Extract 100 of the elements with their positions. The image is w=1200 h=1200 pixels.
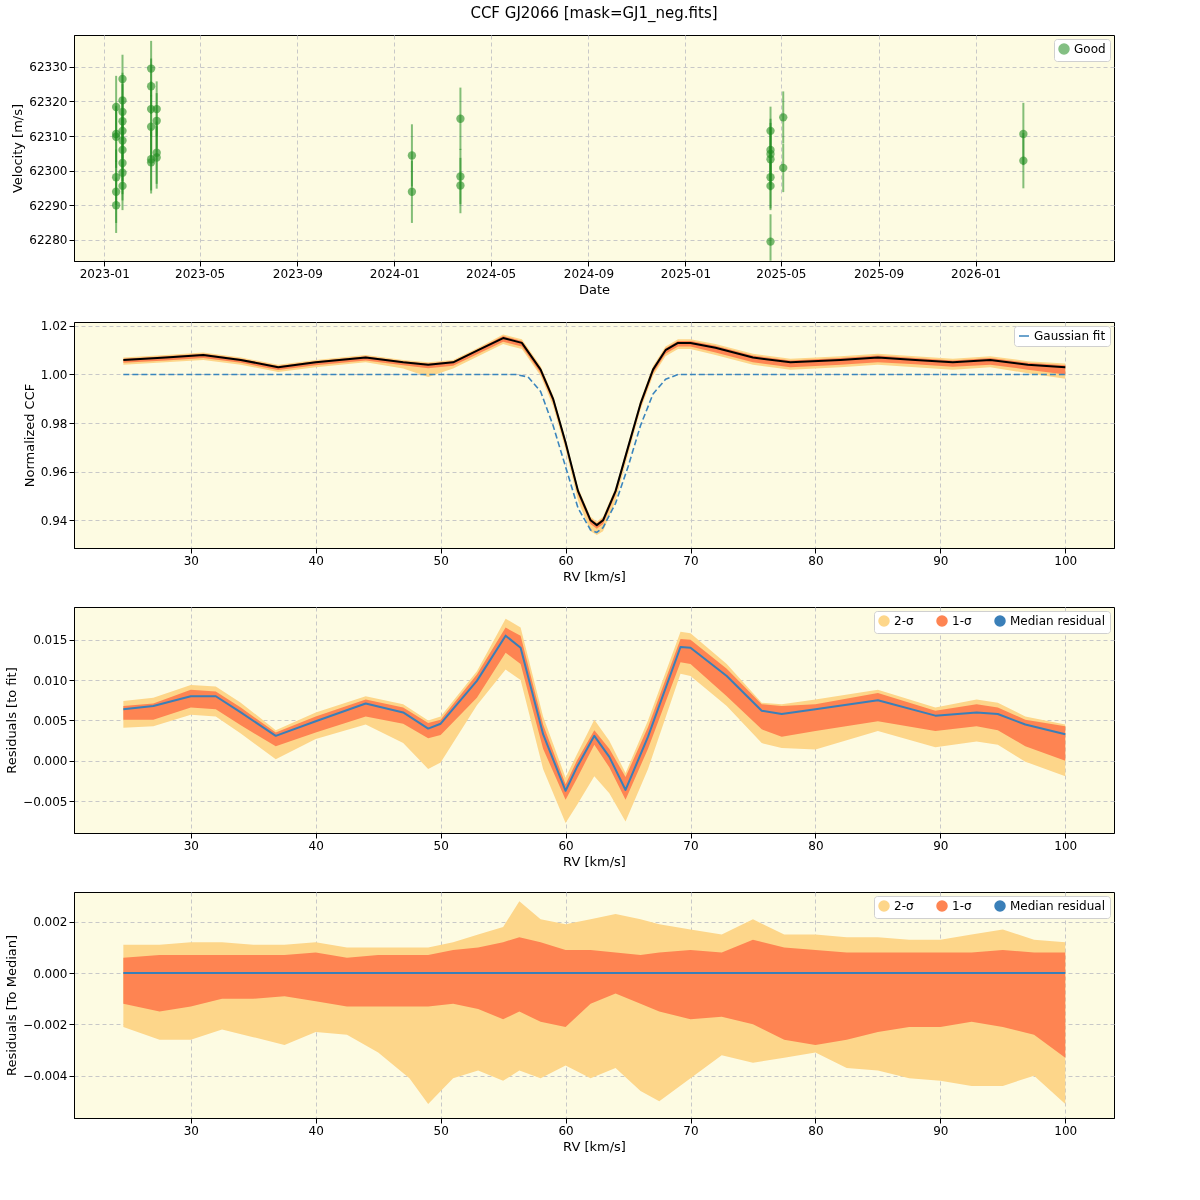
x-tick-label: 60 xyxy=(558,838,574,853)
x-tick-label: 90 xyxy=(933,838,949,853)
x-axis-title: RV [km/s] xyxy=(563,568,626,584)
point xyxy=(111,173,121,182)
point xyxy=(146,82,156,91)
y-tick-label: 0.005 xyxy=(33,713,68,728)
point xyxy=(118,96,127,105)
point xyxy=(766,155,775,164)
x-tick-label: 70 xyxy=(683,1123,699,1138)
y-tick-label: 62320 xyxy=(29,94,68,109)
point xyxy=(118,158,127,168)
y-tick-label: 1.02 xyxy=(40,319,68,334)
point xyxy=(118,136,127,145)
x-tick-label: 60 xyxy=(558,553,574,568)
y-tick-label: 0.94 xyxy=(40,513,68,528)
point xyxy=(766,237,775,246)
point xyxy=(766,126,775,136)
x-tick-label: 2023-01 xyxy=(79,266,130,281)
x-tick-label: 2023-09 xyxy=(272,266,323,281)
x-axis-title: RV [km/s] xyxy=(563,1138,626,1154)
y-tick-label: 0.98 xyxy=(40,416,68,431)
x-tick-label: 100 xyxy=(1054,838,1078,853)
x-tick-label: 70 xyxy=(683,838,699,853)
x-tick-label: 60 xyxy=(558,1123,574,1138)
point xyxy=(152,116,161,126)
point xyxy=(766,181,775,191)
x-tick-label: 80 xyxy=(808,838,824,853)
x-tick-label: 2026-01 xyxy=(951,266,1002,281)
legend-label: Median residual xyxy=(1010,899,1106,913)
point xyxy=(779,163,788,173)
x-axis-title: Date xyxy=(578,281,611,297)
point xyxy=(118,117,127,126)
x-tick-label: 30 xyxy=(183,1123,199,1138)
x-tick-label: 40 xyxy=(308,553,324,568)
x-tick-label: 80 xyxy=(808,553,824,568)
point xyxy=(118,74,127,84)
x-tick-label: 100 xyxy=(1054,553,1078,568)
point xyxy=(1019,156,1028,165)
x-tick-label: 50 xyxy=(433,838,449,853)
legend-label: Good xyxy=(1074,42,1106,56)
point xyxy=(766,173,775,182)
chart-title: CCF GJ2066 [mask=GJ1_neg.fits] xyxy=(470,4,718,23)
x-tick-label: 70 xyxy=(683,553,699,568)
y-tick-label: 0.000 xyxy=(33,966,68,981)
point xyxy=(118,145,127,155)
x-tick-label: 2024-09 xyxy=(563,266,614,281)
x-tick-label: 2025-05 xyxy=(756,266,807,281)
y-tick-label: 1.00 xyxy=(40,367,68,382)
point xyxy=(118,168,127,177)
y-tick-label: 0.96 xyxy=(40,465,68,480)
y-tick-label: 0.000 xyxy=(33,754,68,769)
legend-label: Median residual xyxy=(1010,614,1106,628)
point xyxy=(118,107,127,117)
x-tick-label: 2024-05 xyxy=(466,266,517,281)
legend-label: 1-σ xyxy=(952,899,972,913)
y-tick-label: 62330 xyxy=(29,60,68,75)
x-tick-label: 90 xyxy=(933,1123,949,1138)
x-tick-label: 40 xyxy=(308,838,324,853)
y-tick-label: −0.005 xyxy=(23,794,68,809)
y-tick-label: 62310 xyxy=(29,129,68,144)
y-axis-title: Residuals [to fit] xyxy=(4,667,20,774)
x-tick-label: 2025-09 xyxy=(854,266,905,281)
point xyxy=(118,181,127,191)
y-axis-title: Velocity [m/s] xyxy=(10,103,26,194)
point xyxy=(407,151,417,160)
point xyxy=(456,114,465,123)
legend-label: Gaussian fit xyxy=(1034,329,1106,343)
x-tick-label: 30 xyxy=(183,553,199,568)
x-tick-label: 30 xyxy=(183,838,199,853)
y-tick-label: 0.002 xyxy=(33,915,68,930)
y-tick-label: −0.002 xyxy=(23,1017,68,1032)
x-tick-label: 2025-01 xyxy=(660,266,712,281)
line-series xyxy=(122,373,1067,534)
legend-label: 1-σ xyxy=(952,614,972,628)
x-tick-label: 2023-05 xyxy=(175,266,226,281)
point xyxy=(146,64,156,73)
point xyxy=(111,102,121,112)
point xyxy=(456,181,465,190)
point xyxy=(456,172,465,181)
x-tick-label: 50 xyxy=(433,1123,449,1138)
x-tick-label: 2024-01 xyxy=(369,266,420,281)
point xyxy=(146,122,156,131)
y-axis-title: Residuals [To Median] xyxy=(4,934,20,1077)
point xyxy=(111,187,121,196)
legend-label: 2-σ xyxy=(894,899,914,913)
legend-label: 2-σ xyxy=(894,614,914,628)
y-tick-label: 62290 xyxy=(29,198,68,213)
x-tick-label: 80 xyxy=(808,1123,824,1138)
y-tick-label: 62280 xyxy=(29,233,68,248)
y-tick-label: 0.015 xyxy=(33,633,68,648)
point xyxy=(152,153,161,162)
x-tick-label: 90 xyxy=(933,553,949,568)
y-tick-label: 62300 xyxy=(29,164,68,179)
point xyxy=(779,113,788,122)
point xyxy=(118,126,127,136)
point xyxy=(1019,129,1028,139)
point xyxy=(407,187,417,196)
x-axis-title: RV [km/s] xyxy=(563,853,626,869)
y-axis-title: Normalized CCF xyxy=(21,383,37,488)
x-tick-label: 40 xyxy=(308,1123,324,1138)
